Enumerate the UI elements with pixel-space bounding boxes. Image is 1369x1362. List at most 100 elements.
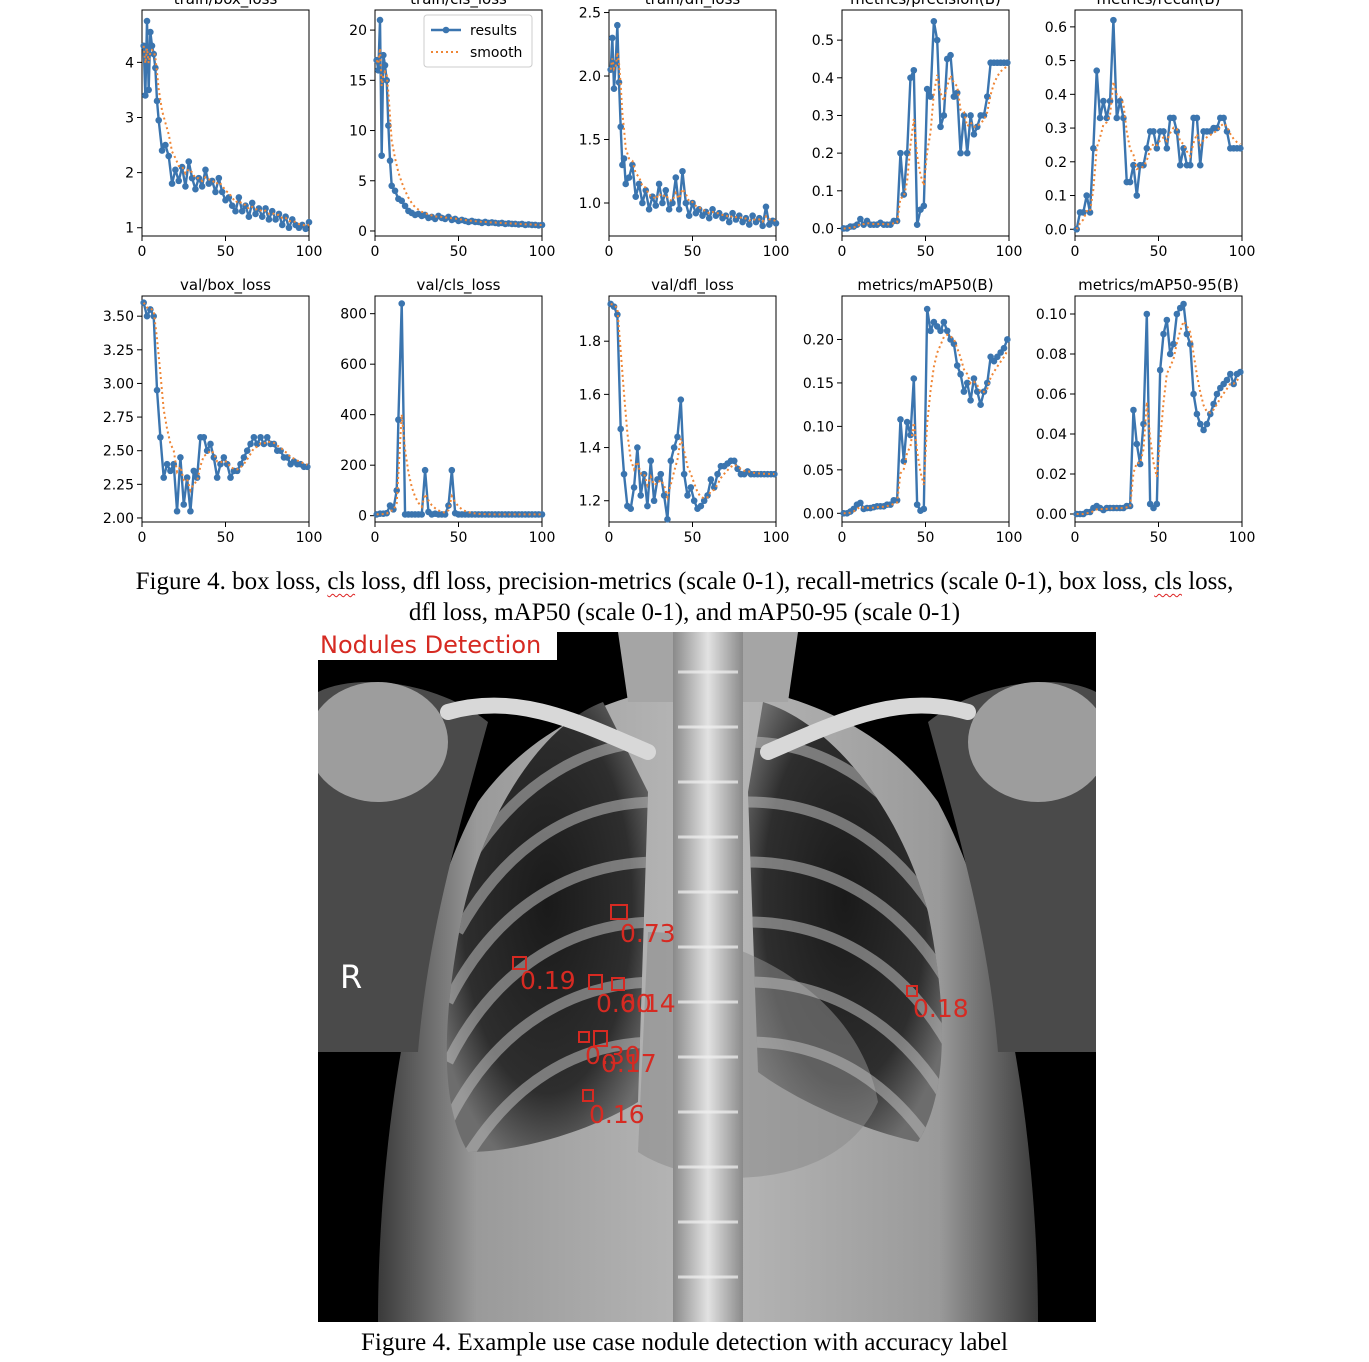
caption-line-1: Figure 4. box loss, cls loss, dfl loss, … xyxy=(0,566,1369,597)
results-point xyxy=(375,66,382,74)
results-point xyxy=(897,416,904,423)
results-point xyxy=(265,216,273,223)
x-tick-label: 50 xyxy=(450,530,468,546)
legend: results smooth xyxy=(423,14,533,68)
results-point xyxy=(853,221,861,228)
x-tick-label: 100 xyxy=(296,530,323,546)
results-point xyxy=(250,433,258,441)
chart-val-dfl-loss: val/dfl_loss 0 50 100 1.2 1.4 1.6 1.8 xyxy=(579,276,790,546)
results-point xyxy=(697,502,705,510)
results-point xyxy=(734,465,741,473)
x-tick-label: 0 xyxy=(605,530,614,546)
confidence-label: 0.18 xyxy=(913,994,969,1023)
y-tick-label: 1.2 xyxy=(579,494,601,510)
results-point xyxy=(398,197,406,205)
results-point xyxy=(675,206,683,213)
results-point xyxy=(1156,366,1164,374)
results-point xyxy=(687,484,695,491)
chart-train-cls-loss: train/cls_loss 0 50 100 0 5 10 15 20 results smoot… xyxy=(349,0,555,260)
nodule-box xyxy=(610,904,628,920)
legend-smooth-label: smooth xyxy=(470,45,522,61)
results-point xyxy=(1180,144,1187,152)
results-point xyxy=(238,207,246,215)
y-tick-label: 0.3 xyxy=(812,108,834,124)
results-point xyxy=(177,454,184,461)
results-point xyxy=(759,222,766,230)
results-point xyxy=(213,474,221,481)
results-point xyxy=(1126,178,1134,186)
results-point xyxy=(220,454,228,461)
results-point xyxy=(168,180,176,187)
results-point xyxy=(1153,144,1161,152)
results-point xyxy=(1004,336,1011,343)
caption-word-cls: cls xyxy=(327,568,356,595)
y-tick-label: 0.08 xyxy=(1036,347,1067,363)
results-point xyxy=(1173,128,1181,135)
right-shoulder xyxy=(318,682,448,802)
y-tick-label: 0.06 xyxy=(1036,387,1067,403)
x-tick-label: 0 xyxy=(138,530,147,546)
y-tick-label: 0.0 xyxy=(812,221,834,237)
y-tick-label: 400 xyxy=(340,408,367,424)
results-point xyxy=(380,51,387,59)
results-point xyxy=(1083,192,1090,199)
legend-frame xyxy=(423,14,533,68)
x-tick-label: 0 xyxy=(371,244,380,260)
y-tick-label: 0.05 xyxy=(803,463,834,479)
results-point xyxy=(940,112,948,119)
results-point xyxy=(957,149,964,157)
chart-title: metrics/recall(B) xyxy=(1096,0,1220,8)
results-point xyxy=(672,174,680,181)
results-point xyxy=(1183,330,1191,338)
y-tick-label: 1.4 xyxy=(579,441,601,457)
detection-boxes xyxy=(512,904,918,1102)
results-point xyxy=(247,440,254,448)
x-tick-label: 100 xyxy=(996,244,1023,260)
results-point xyxy=(198,183,206,190)
results-point xyxy=(953,362,961,369)
x-tick-label: 50 xyxy=(917,244,935,260)
results-point xyxy=(235,194,243,201)
results-point xyxy=(635,180,643,188)
results-point xyxy=(258,213,266,221)
chart-title: val/dfl_loss xyxy=(651,276,734,295)
results-point xyxy=(1227,370,1234,378)
results-point xyxy=(1086,209,1094,216)
results-point xyxy=(147,306,154,313)
results-point xyxy=(1150,128,1157,135)
y-tick-label: 1.8 xyxy=(579,334,601,350)
chart-train-box-loss: train/box_loss 0 50 100 1 2 3 4 xyxy=(125,0,322,260)
results-point xyxy=(655,180,663,188)
results-point xyxy=(665,206,673,213)
results-point xyxy=(970,131,978,138)
results-point xyxy=(612,60,619,67)
results-point xyxy=(215,174,223,182)
y-tick-label: 0.10 xyxy=(803,419,834,435)
smooth-line xyxy=(609,52,777,224)
results-point xyxy=(617,425,624,433)
x-tick-label: 0 xyxy=(371,530,380,546)
y-tick-label: 200 xyxy=(340,458,367,474)
results-point xyxy=(190,467,198,475)
results-point xyxy=(907,431,914,439)
results-point xyxy=(680,470,688,478)
results-point xyxy=(1237,368,1244,376)
y-tick-label: 1.6 xyxy=(579,387,601,403)
results-point xyxy=(762,203,770,211)
results-point xyxy=(637,492,645,499)
results-point xyxy=(652,202,660,209)
results-point xyxy=(674,433,681,441)
results-point xyxy=(664,516,671,523)
nodule-box xyxy=(578,1031,590,1043)
spine xyxy=(673,632,743,1322)
results-point xyxy=(153,386,161,394)
plot-frame xyxy=(1074,9,1243,237)
results-point xyxy=(207,440,214,448)
x-tick-label: 100 xyxy=(529,244,556,260)
results-point xyxy=(619,161,626,169)
results-point xyxy=(391,187,399,195)
results-point xyxy=(263,433,271,441)
results-point xyxy=(937,327,944,335)
x-tick-label: 50 xyxy=(684,244,702,260)
results-point xyxy=(183,474,191,481)
